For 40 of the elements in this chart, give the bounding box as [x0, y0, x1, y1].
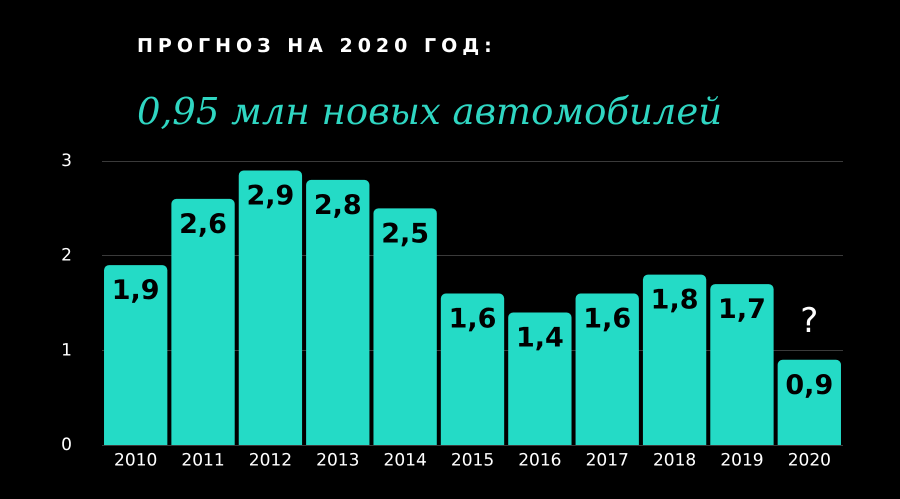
data-label: 2,5	[381, 218, 430, 250]
bar	[508, 312, 572, 445]
x-tick-label: 2018	[652, 450, 696, 470]
y-tick-label: 2	[61, 246, 72, 266]
data-label: 0,9	[785, 370, 834, 401]
bar	[171, 198, 235, 445]
data-label: 2,6	[179, 208, 227, 240]
bar	[778, 360, 841, 445]
chart-title: ПРОГНОЗ НА 2020 ГОД:	[137, 35, 497, 57]
x-tick-label: 2012	[248, 450, 292, 470]
x-tick-label: 2014	[384, 450, 427, 470]
bar	[576, 294, 639, 445]
y-tick-label: 0	[61, 435, 72, 455]
x-tick-label: 2010	[114, 450, 158, 470]
x-tick-label: 2011	[181, 450, 225, 470]
bar	[373, 208, 437, 445]
x-tick-label: 2013	[316, 450, 360, 470]
data-label: 1,7	[718, 294, 766, 326]
bar	[440, 294, 504, 445]
bar	[238, 170, 302, 445]
x-tick-label: 2015	[450, 450, 494, 470]
y-tick-label: 1	[61, 340, 72, 360]
bar	[710, 284, 774, 445]
data-label: 2,9	[246, 180, 294, 212]
chart-subtitle: 0,95 млн новых автомобилей	[137, 90, 722, 133]
x-tick-label: 2017	[586, 450, 629, 470]
annotation: ?	[800, 300, 818, 341]
data-label: 1,6	[448, 304, 496, 335]
bar	[642, 274, 706, 445]
bar	[306, 180, 370, 445]
y-tick-label: 3	[61, 151, 72, 171]
data-label: 1,9	[112, 275, 160, 306]
data-label: 1,8	[650, 284, 699, 316]
data-label: 1,4	[516, 322, 564, 354]
bar	[104, 265, 168, 445]
x-tick-label: 2016	[518, 450, 562, 470]
x-tick-label: 2019	[720, 450, 764, 470]
data-label: 1,6	[583, 304, 632, 335]
data-label: 2,8	[314, 190, 362, 221]
x-tick-label: 2020	[788, 450, 831, 470]
